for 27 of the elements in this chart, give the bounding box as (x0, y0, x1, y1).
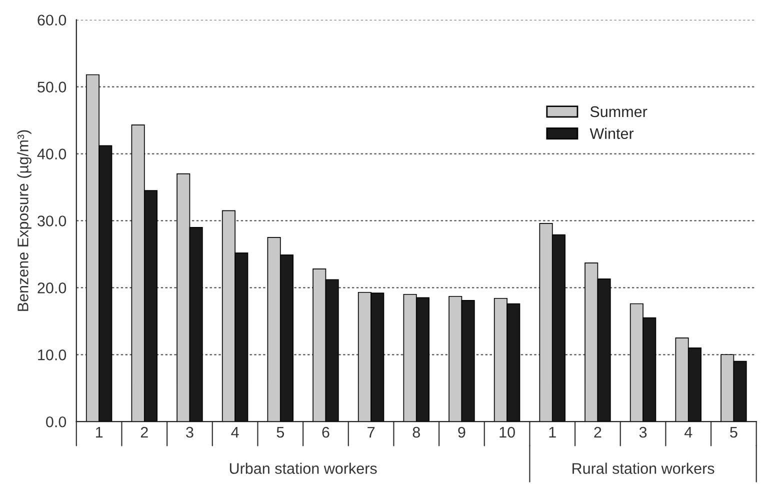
text: Rural station workers (572, 462, 714, 474)
x-tick-label: 9 (458, 426, 466, 438)
x-tick-label: 4 (231, 427, 239, 438)
x-tick-label: 2 (594, 426, 602, 438)
y-tick-label: 60.0 (38, 14, 66, 26)
x-tick-label: 10 (500, 426, 515, 438)
x-tick-label: 2 (140, 426, 148, 438)
y-tick-label: 30.0 (38, 216, 66, 226)
text: Urban station workers (230, 462, 377, 474)
y-tick-label: 50.0 (38, 82, 66, 92)
x-tick-label: 4 (684, 427, 692, 438)
legend-label: Winter (590, 128, 634, 140)
x-tick-label: 1 (549, 427, 556, 438)
x-tick-label: 5 (730, 427, 738, 438)
x-tick-label: 6 (322, 426, 330, 438)
y-tick-label: 20.0 (38, 282, 66, 294)
y-axis-title: Benzene Exposure (µg/m³) (17, 130, 32, 311)
y-tick-label: 10.0 (38, 350, 66, 360)
x-tick-label: 3 (639, 426, 647, 438)
x-tick-label: 5 (276, 427, 284, 438)
x-tick-label: 7 (368, 427, 375, 438)
y-tick-label: 0.0 (46, 416, 66, 428)
y-tick-label: 40.0 (37, 148, 66, 160)
x-tick-label: 8 (412, 426, 420, 438)
x-tick-label: 3 (186, 426, 194, 438)
x-tick-label: 1 (96, 427, 103, 438)
legend-label: Summer (590, 106, 648, 118)
